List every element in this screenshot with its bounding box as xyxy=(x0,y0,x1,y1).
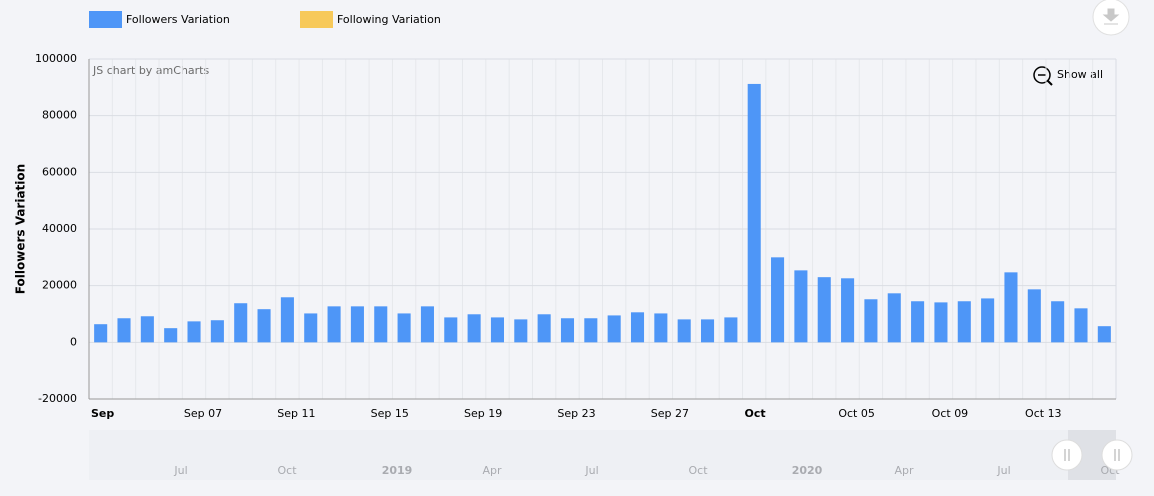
bar[interactable] xyxy=(467,314,481,343)
scrollbar-label: Apr xyxy=(482,464,502,477)
y-tick-label: 40000 xyxy=(42,222,77,235)
bar[interactable] xyxy=(887,293,901,343)
bar[interactable] xyxy=(210,320,224,343)
bar[interactable] xyxy=(1074,308,1088,343)
bar[interactable] xyxy=(607,315,621,343)
scrollbar-label: Apr xyxy=(894,464,914,477)
bar[interactable] xyxy=(817,277,831,343)
bar[interactable] xyxy=(94,324,108,343)
bar[interactable] xyxy=(747,83,761,343)
x-tick-label: Sep 27 xyxy=(651,407,689,420)
bar[interactable] xyxy=(350,306,364,343)
bar[interactable] xyxy=(280,297,294,343)
y-tick-label: 0 xyxy=(70,335,77,348)
bar[interactable] xyxy=(677,319,691,343)
bar[interactable] xyxy=(140,316,154,343)
legend-swatch xyxy=(89,11,122,28)
zoom-out-button[interactable]: Show all xyxy=(1033,66,1103,86)
bar[interactable] xyxy=(537,314,551,343)
bar[interactable] xyxy=(234,303,248,343)
scrollbar-grip[interactable] xyxy=(1101,439,1133,471)
bar[interactable] xyxy=(164,328,178,343)
bar[interactable] xyxy=(1051,301,1065,343)
scrollbar-label: Jul xyxy=(584,464,598,477)
bar[interactable] xyxy=(1097,326,1111,343)
legend-label: Following Variation xyxy=(337,13,441,26)
scrollbar-label: Jul xyxy=(996,464,1010,477)
bar[interactable] xyxy=(957,301,971,343)
scrollbar-label: Oct xyxy=(688,464,708,477)
scrollbar-grip[interactable] xyxy=(1051,439,1083,471)
bar[interactable] xyxy=(187,321,201,343)
y-tick-label: 20000 xyxy=(42,279,77,292)
bar[interactable] xyxy=(630,312,645,343)
legend-swatch xyxy=(300,11,333,28)
x-tick-label: Sep xyxy=(91,407,114,420)
y-tick-label: 60000 xyxy=(42,165,77,178)
y-tick-label: 80000 xyxy=(42,109,77,122)
bar[interactable] xyxy=(794,270,808,343)
bar[interactable] xyxy=(724,317,738,343)
bar[interactable] xyxy=(1027,289,1041,343)
zoom-icon xyxy=(1033,66,1051,84)
scrollbar-label: Jul xyxy=(173,464,187,477)
x-tick-label: Sep 11 xyxy=(277,407,315,420)
scrollbar-label: Oct xyxy=(277,464,297,477)
bar[interactable] xyxy=(771,257,785,343)
legend-item[interactable]: Following Variation xyxy=(300,11,441,28)
y-tick-label: 100000 xyxy=(35,52,77,65)
x-tick-label: Oct 05 xyxy=(838,407,875,420)
zoom-icon-handle xyxy=(1047,80,1053,86)
bar[interactable] xyxy=(374,306,388,343)
legend-label: Followers Variation xyxy=(126,13,230,26)
bar[interactable] xyxy=(911,301,925,343)
bar[interactable] xyxy=(444,317,458,343)
bar[interactable] xyxy=(934,302,948,343)
bar[interactable] xyxy=(514,319,528,343)
bar[interactable] xyxy=(841,278,855,343)
bar[interactable] xyxy=(584,318,598,343)
scrollbar-label: 2020 xyxy=(792,464,823,477)
zoom-label: Show all xyxy=(1057,68,1103,81)
x-tick-label: Sep 23 xyxy=(557,407,595,420)
grip-circle xyxy=(1051,439,1083,471)
bar[interactable] xyxy=(700,319,715,343)
credit: JS chart by amCharts xyxy=(92,64,209,77)
bar[interactable] xyxy=(327,306,341,343)
x-tick-label: Sep 07 xyxy=(184,407,222,420)
x-tick-label: Sep 15 xyxy=(371,407,409,420)
bar[interactable] xyxy=(864,299,878,343)
download-icon xyxy=(1102,8,1120,25)
grip-circle xyxy=(1101,439,1133,471)
bar[interactable] xyxy=(397,313,411,343)
download-button[interactable] xyxy=(1092,0,1130,36)
x-tick-label: Oct 13 xyxy=(1025,407,1062,420)
bar[interactable] xyxy=(981,298,995,343)
bar[interactable] xyxy=(304,313,318,343)
x-tick-label: Oct 09 xyxy=(932,407,969,420)
bar[interactable] xyxy=(420,306,434,343)
y-axis-title: Followers Variation xyxy=(14,164,28,294)
y-tick-label: -20000 xyxy=(38,392,77,405)
bar[interactable] xyxy=(117,318,131,343)
bar[interactable] xyxy=(560,318,575,343)
x-tick-label: Sep 19 xyxy=(464,407,502,420)
scrollbar-label: 2019 xyxy=(382,464,413,477)
bar[interactable] xyxy=(654,313,668,343)
bar[interactable] xyxy=(490,317,505,343)
legend-item[interactable]: Followers Variation xyxy=(89,11,230,28)
bar[interactable] xyxy=(257,309,271,343)
bar[interactable] xyxy=(1004,272,1018,343)
x-tick-label: Oct xyxy=(745,407,766,420)
scrollbar[interactable] xyxy=(89,430,1116,480)
